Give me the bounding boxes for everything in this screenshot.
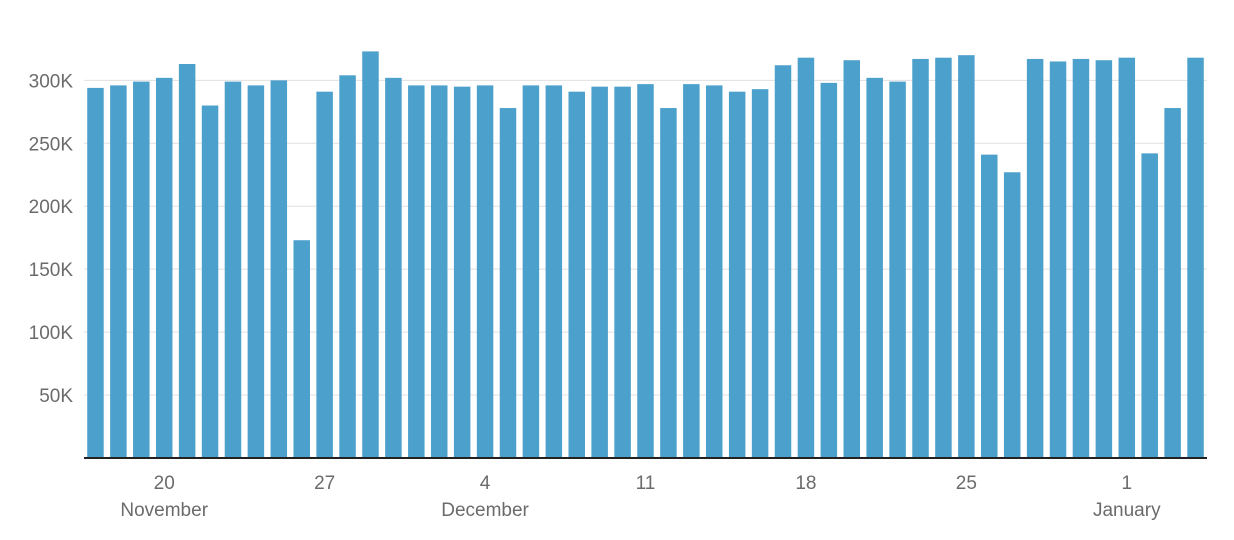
bar — [568, 91, 585, 459]
bar — [706, 85, 723, 458]
bar — [522, 85, 540, 458]
bar — [889, 81, 906, 459]
y-tick-label: 200K — [29, 197, 74, 218]
x-axis-tick-labels: 20 November 27 4 December 11 18 25 1 January — [120, 473, 1161, 521]
x-month-label: December — [441, 500, 529, 521]
bar — [178, 63, 196, 459]
x-tick-label: 25 — [956, 473, 977, 494]
bar — [1141, 153, 1158, 459]
x-tick-label: 20 — [154, 473, 175, 494]
bar — [293, 240, 310, 458]
x-tick-label: 27 — [314, 473, 335, 494]
bar — [637, 84, 654, 458]
bar — [866, 77, 883, 458]
bar — [660, 108, 677, 459]
bar — [614, 86, 631, 459]
bar — [843, 60, 861, 459]
bar — [339, 75, 356, 458]
y-tick-label: 150K — [29, 260, 74, 281]
bar — [1026, 58, 1044, 458]
x-tick-label: 11 — [636, 473, 656, 494]
bar — [935, 57, 952, 458]
bar — [316, 91, 333, 459]
bar — [201, 105, 219, 458]
bar — [774, 65, 792, 458]
bar — [247, 85, 265, 458]
bars — [87, 51, 1204, 459]
y-tick-label: 100K — [29, 323, 74, 344]
bar — [981, 154, 998, 458]
bar — [797, 57, 815, 458]
x-month-label: January — [1093, 500, 1161, 521]
bar — [958, 55, 975, 459]
bar — [430, 85, 448, 458]
bar — [408, 85, 425, 458]
bar — [155, 77, 173, 458]
y-tick-label: 50K — [39, 386, 73, 407]
bar — [1164, 108, 1181, 459]
bar — [820, 82, 838, 459]
bar — [912, 58, 929, 458]
bar — [270, 80, 288, 458]
bar — [545, 85, 563, 458]
bar — [476, 85, 494, 458]
bar — [751, 89, 769, 458]
x-month-label: November — [120, 500, 208, 521]
bar — [591, 86, 608, 459]
bar — [499, 108, 517, 459]
bar — [133, 81, 150, 459]
bar — [1072, 58, 1090, 458]
x-tick-label: 1 — [1122, 473, 1133, 494]
bar — [224, 81, 242, 459]
bar — [362, 51, 379, 459]
bar — [385, 77, 402, 458]
y-tick-label: 300K — [29, 71, 74, 92]
bar — [1003, 172, 1021, 458]
bar — [1187, 57, 1204, 458]
y-tick-label: 250K — [29, 134, 74, 155]
bar — [110, 85, 127, 458]
bar — [453, 86, 471, 459]
bar — [87, 87, 104, 458]
bar — [728, 91, 746, 459]
y-axis-tick-labels: 50K 100K 150K 200K 250K 300K — [29, 71, 74, 407]
x-tick-label: 18 — [795, 473, 816, 494]
x-tick-label: 4 — [480, 473, 491, 494]
bar — [683, 84, 700, 458]
bar — [1118, 57, 1136, 458]
bar — [1095, 60, 1113, 459]
bar — [1049, 61, 1067, 458]
